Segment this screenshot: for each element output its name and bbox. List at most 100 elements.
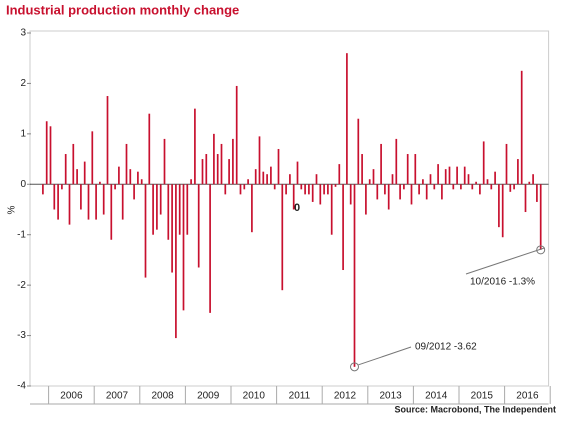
bar [45, 121, 48, 185]
bar [156, 184, 158, 230]
bar [95, 184, 97, 220]
bar [300, 184, 303, 190]
bar [266, 174, 268, 185]
bar [235, 85, 238, 185]
bar [323, 184, 325, 195]
bar [482, 141, 485, 185]
bar [53, 184, 56, 210]
x-tick-label: 2014 [425, 391, 448, 402]
chart-title: Industrial production monthly change [6, 2, 239, 17]
bar [76, 169, 78, 185]
bar [505, 143, 508, 185]
bar [517, 159, 519, 185]
bar [159, 184, 162, 215]
bar [384, 184, 386, 195]
bar [311, 184, 314, 202]
bar [353, 184, 356, 367]
bar [501, 184, 504, 238]
bar [220, 143, 223, 185]
bar [129, 169, 132, 185]
bar [528, 181, 531, 185]
bar [368, 179, 371, 185]
bar [247, 179, 249, 185]
bar [239, 184, 242, 195]
bar [433, 184, 436, 190]
bar [273, 184, 276, 190]
bar [125, 143, 128, 185]
bar [365, 184, 367, 215]
bar [406, 154, 409, 185]
bar [254, 169, 257, 185]
bar [509, 184, 512, 192]
bar [140, 179, 143, 185]
bar [292, 184, 295, 210]
bar [251, 184, 253, 233]
bar [61, 184, 63, 190]
y-tick-label: -2 [17, 280, 26, 291]
bar [403, 184, 405, 190]
annotation: 10/2016 -1.3% [470, 277, 535, 288]
y-tick-label: 2 [20, 78, 26, 89]
bar [372, 169, 375, 185]
x-tick-label: 2010 [243, 391, 266, 402]
bar [498, 184, 500, 228]
bar [118, 166, 120, 185]
bar [42, 184, 44, 195]
bar [429, 174, 432, 185]
bar [64, 154, 67, 185]
bar [243, 184, 246, 190]
x-tick-label: 2008 [151, 391, 174, 402]
bar [152, 184, 154, 235]
bar [216, 154, 219, 185]
x-tick-label: 2007 [106, 391, 129, 402]
bar [463, 166, 466, 185]
x-tick-label: 2012 [334, 391, 357, 402]
bar [167, 184, 170, 240]
bar [163, 138, 166, 185]
bar [102, 184, 105, 215]
bar [452, 184, 455, 190]
bar [228, 159, 230, 185]
y-tick-label: 3 [20, 28, 26, 39]
bar [289, 174, 291, 185]
bar [422, 179, 424, 185]
bar [490, 184, 493, 190]
bar [148, 113, 151, 185]
bar [49, 126, 52, 185]
bar [121, 184, 124, 220]
y-tick-label: 0 [20, 179, 26, 190]
bar [277, 148, 280, 185]
bar [83, 161, 86, 185]
bar [486, 179, 489, 185]
source: Source: Macrobond, The Independent [394, 404, 556, 414]
bar [425, 184, 428, 200]
bar [441, 184, 443, 200]
x-tick-label: 2016 [516, 391, 539, 402]
y-tick-label: -4 [17, 381, 26, 392]
bar [224, 184, 227, 195]
bar [361, 154, 363, 185]
bar [270, 166, 272, 185]
bar [178, 184, 181, 235]
bar [376, 184, 379, 200]
bar [330, 184, 333, 235]
bar [171, 184, 173, 273]
annotation-leader [358, 346, 412, 366]
bar [68, 184, 71, 225]
bar [281, 184, 284, 291]
bar [57, 184, 59, 220]
annotation: 09/2012 -3.62 [415, 342, 477, 353]
bar [418, 184, 420, 195]
bar [304, 184, 306, 195]
bar [258, 136, 261, 185]
bar [395, 138, 398, 185]
bar [296, 161, 299, 185]
bar [448, 166, 451, 185]
bar [444, 169, 447, 185]
bar [334, 184, 337, 187]
annotation-marker [536, 245, 546, 255]
bar [262, 171, 265, 185]
bar [539, 184, 542, 250]
bar [410, 184, 413, 205]
